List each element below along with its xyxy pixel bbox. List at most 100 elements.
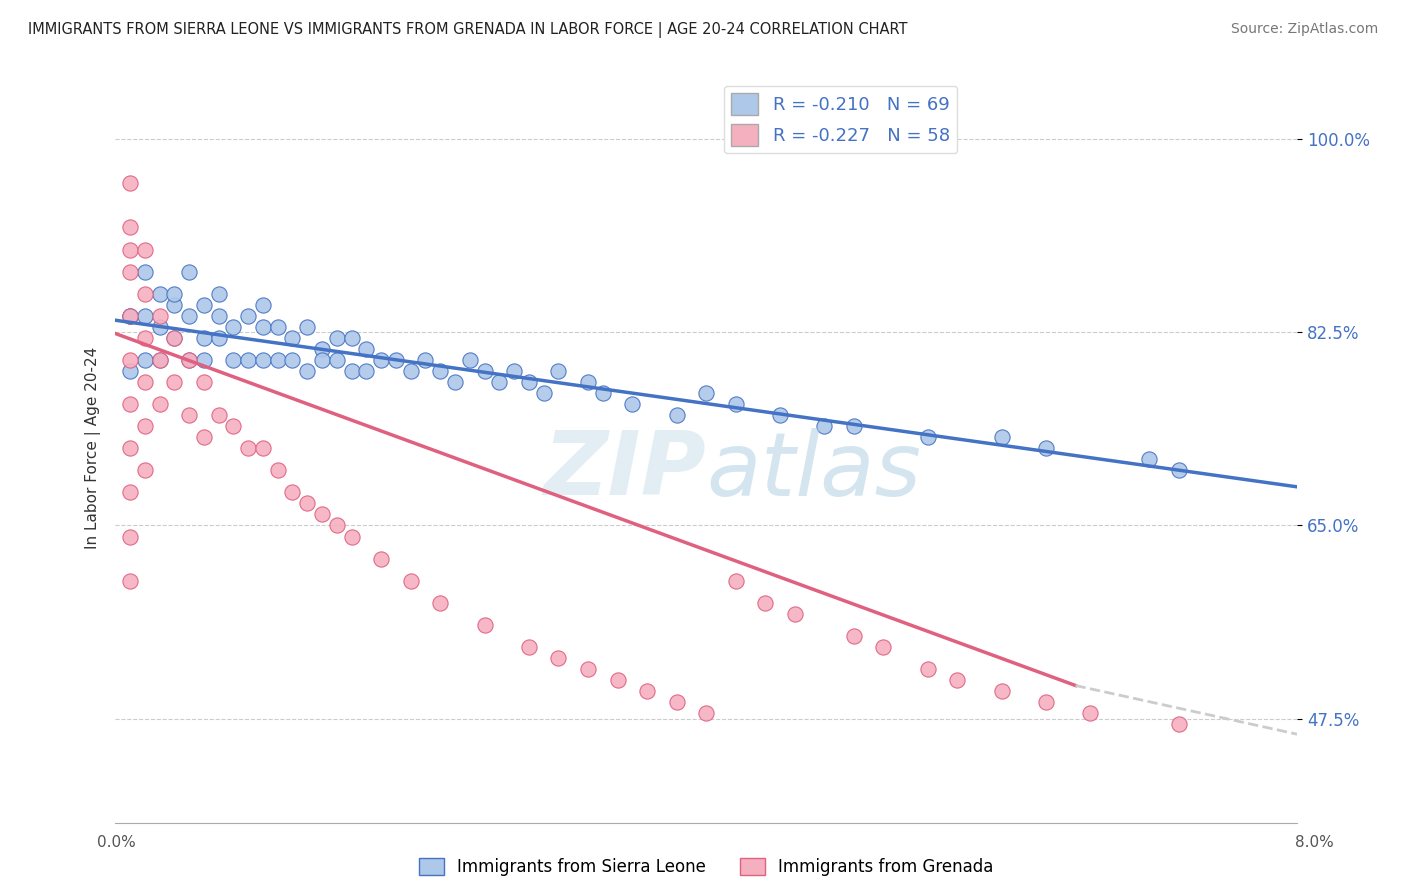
Point <box>311 342 333 356</box>
Point <box>695 386 717 401</box>
Point <box>340 364 363 378</box>
Point <box>517 375 540 389</box>
Point <box>118 574 141 588</box>
Point <box>252 298 274 312</box>
Point <box>917 662 939 676</box>
Point <box>311 353 333 368</box>
Point <box>474 617 496 632</box>
Point <box>118 220 141 235</box>
Point <box>193 331 215 345</box>
Point <box>118 529 141 543</box>
Point <box>576 662 599 676</box>
Point <box>118 364 141 378</box>
Point <box>946 673 969 687</box>
Point <box>163 298 186 312</box>
Point <box>429 364 451 378</box>
Point <box>118 309 141 323</box>
Point <box>148 397 170 411</box>
Point <box>547 364 569 378</box>
Point <box>769 408 792 422</box>
Point <box>207 286 229 301</box>
Point <box>118 309 141 323</box>
Point <box>990 430 1012 444</box>
Point <box>222 419 245 434</box>
Point <box>134 353 156 368</box>
Point <box>311 508 333 522</box>
Point <box>399 364 422 378</box>
Point <box>118 243 141 257</box>
Point <box>148 353 170 368</box>
Point <box>1035 442 1057 456</box>
Point <box>592 386 614 401</box>
Point <box>118 397 141 411</box>
Point <box>842 629 865 643</box>
Point <box>1139 452 1161 467</box>
Point <box>547 651 569 665</box>
Point <box>872 640 894 654</box>
Point <box>754 596 776 610</box>
Point <box>281 353 304 368</box>
Point <box>576 375 599 389</box>
Point <box>842 419 865 434</box>
Point <box>118 442 141 456</box>
Point <box>177 408 200 422</box>
Point <box>207 331 229 345</box>
Point <box>297 319 319 334</box>
Point <box>193 375 215 389</box>
Point <box>1168 717 1191 731</box>
Point <box>399 574 422 588</box>
Point <box>134 243 156 257</box>
Point <box>326 331 349 345</box>
Point <box>267 463 290 477</box>
Point <box>252 442 274 456</box>
Point <box>429 596 451 610</box>
Point <box>118 485 141 500</box>
Point <box>326 353 349 368</box>
Point <box>340 331 363 345</box>
Point <box>163 331 186 345</box>
Text: atlas: atlas <box>706 428 921 514</box>
Point <box>695 706 717 720</box>
Point <box>621 397 644 411</box>
Point <box>356 342 378 356</box>
Point <box>118 265 141 279</box>
Point <box>458 353 481 368</box>
Point <box>356 364 378 378</box>
Point <box>148 319 170 334</box>
Point <box>415 353 437 368</box>
Point <box>990 684 1012 698</box>
Point <box>134 463 156 477</box>
Point <box>134 419 156 434</box>
Point <box>238 309 260 323</box>
Point <box>177 309 200 323</box>
Point <box>370 353 392 368</box>
Text: 8.0%: 8.0% <box>1295 836 1334 850</box>
Text: IMMIGRANTS FROM SIERRA LEONE VS IMMIGRANTS FROM GRENADA IN LABOR FORCE | AGE 20-: IMMIGRANTS FROM SIERRA LEONE VS IMMIGRAN… <box>28 22 908 38</box>
Point <box>385 353 408 368</box>
Point <box>606 673 628 687</box>
Point <box>517 640 540 654</box>
Point <box>134 309 156 323</box>
Point <box>222 353 245 368</box>
Point <box>813 419 835 434</box>
Point <box>238 442 260 456</box>
Point <box>163 331 186 345</box>
Point <box>488 375 510 389</box>
Point <box>665 695 688 709</box>
Point <box>665 408 688 422</box>
Point <box>193 430 215 444</box>
Point <box>267 319 290 334</box>
Point <box>724 574 747 588</box>
Text: ZIP: ZIP <box>544 427 706 515</box>
Point <box>193 298 215 312</box>
Text: 0.0%: 0.0% <box>97 836 136 850</box>
Point <box>1168 463 1191 477</box>
Point <box>193 353 215 368</box>
Point <box>163 375 186 389</box>
Point <box>340 529 363 543</box>
Point <box>118 353 141 368</box>
Point <box>148 309 170 323</box>
Point <box>783 607 806 621</box>
Point <box>177 353 200 368</box>
Point <box>148 286 170 301</box>
